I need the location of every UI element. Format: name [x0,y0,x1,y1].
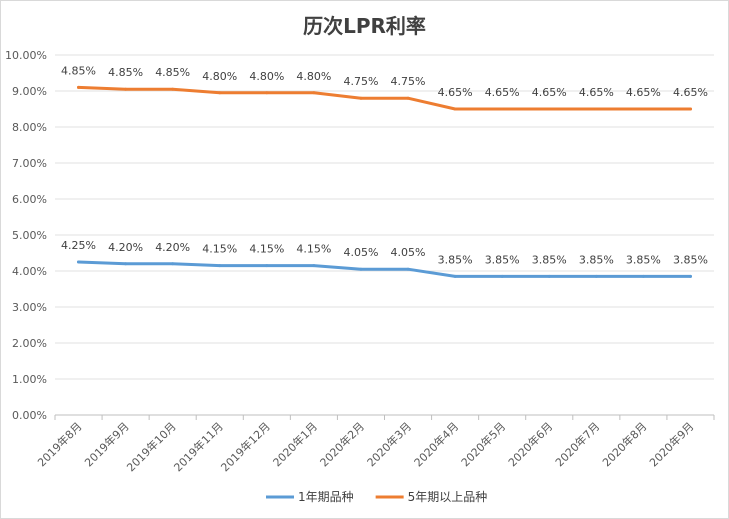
y-tick-label: 5.00% [12,229,47,242]
legend-label-2: 5年期以上品种 [408,490,488,504]
y-tick-label: 4.00% [12,265,47,278]
data-point [547,274,551,278]
legend: 1年期品种 5年期以上品种 [266,490,487,504]
gridlines [55,54,714,416]
data-label: 3.85% [579,253,614,266]
data-label: 3.85% [532,253,567,266]
data-point [547,107,551,111]
data-point [265,91,269,95]
x-tick-label: 2019年9月 [82,419,132,469]
x-tick-label: 2020年4月 [411,419,461,469]
data-label: 4.65% [485,86,520,99]
data-label: 4.15% [202,243,237,256]
data-label: 3.85% [485,253,520,266]
y-tick-label: 6.00% [12,193,47,206]
x-tick-label: 2020年5月 [458,419,508,469]
y-tick-label: 2.00% [12,337,47,350]
x-tick-label: 2020年7月 [552,419,602,469]
data-point [359,96,363,100]
data-label: 4.05% [391,246,426,259]
x-axis: 2019年8月2019年9月2019年10月2019年11月2019年12月20… [34,415,715,474]
data-point [453,107,457,111]
data-label: 4.80% [296,70,331,83]
series-layer [77,85,692,278]
data-point [688,107,692,111]
data-point [265,264,269,268]
data-point [688,274,692,278]
data-label: 4.85% [155,66,190,79]
data-label: 4.25% [61,239,96,252]
data-point [641,274,645,278]
data-label: 4.85% [61,64,96,77]
data-point [594,274,598,278]
data-point [218,91,222,95]
data-point [171,87,175,91]
y-tick-label: 0.00% [12,409,47,422]
data-label: 4.05% [343,246,378,259]
data-point [312,264,316,268]
data-label: 4.80% [249,70,284,83]
data-point [124,262,128,266]
y-tick-label: 8.00% [12,121,47,134]
data-point [218,264,222,268]
data-point [500,107,504,111]
x-tick-label: 2020年9月 [646,419,696,469]
data-point [453,274,457,278]
data-label: 4.65% [579,86,614,99]
data-label: 3.85% [438,253,473,266]
data-label: 4.85% [108,66,143,79]
x-tick-label: 2019年8月 [34,419,84,469]
x-tick-label: 2020年1月 [270,419,320,469]
data-label: 4.65% [626,86,661,99]
y-tick-label: 1.00% [12,373,47,386]
data-label: 4.20% [155,241,190,254]
data-point [500,274,504,278]
data-labels: 4.25% 4.20% 4.20% 4.15% 4.15% 4.15% 4.05% 4.05%… [61,64,708,266]
data-point [77,85,81,89]
data-label: 4.15% [296,243,331,256]
x-tick-label: 2020年2月 [317,419,367,469]
series-line-2 [77,85,692,111]
x-tick-label: 2020年8月 [599,419,649,469]
y-tick-label: 9.00% [12,85,47,98]
data-point [594,107,598,111]
data-point [312,91,316,95]
data-label: 3.85% [626,253,661,266]
data-label: 4.20% [108,241,143,254]
y-tick-label: 10.00% [5,49,47,62]
x-tick-label: 2019年11月 [171,419,226,474]
data-label: 4.75% [343,75,378,88]
x-tick-label: 2019年10月 [124,419,179,474]
data-label: 4.75% [391,75,426,88]
x-tick-label: 2020年3月 [364,419,414,469]
data-label: 4.65% [673,86,708,99]
data-label: 3.85% [673,253,708,266]
data-point [641,107,645,111]
data-label: 4.65% [532,86,567,99]
data-point [406,267,410,271]
series-line-1 [77,260,692,278]
legend-label-1: 1年期品种 [298,490,354,504]
data-point [171,262,175,266]
y-tick-label: 3.00% [12,301,47,314]
data-point [359,267,363,271]
y-tick-label: 7.00% [12,157,47,170]
chart-title: 历次LPR利率 [303,14,426,38]
data-point [124,87,128,91]
data-point [406,96,410,100]
data-label: 4.80% [202,70,237,83]
x-tick-label: 2020年6月 [505,419,555,469]
x-tick-label: 2019年12月 [218,419,273,474]
data-point [77,260,81,264]
y-axis: 0.00% 1.00% 2.00% 3.00% 4.00% 5.00% 6.00% 7.00%… [5,49,47,422]
data-label: 4.15% [249,243,284,256]
data-label: 4.65% [438,86,473,99]
